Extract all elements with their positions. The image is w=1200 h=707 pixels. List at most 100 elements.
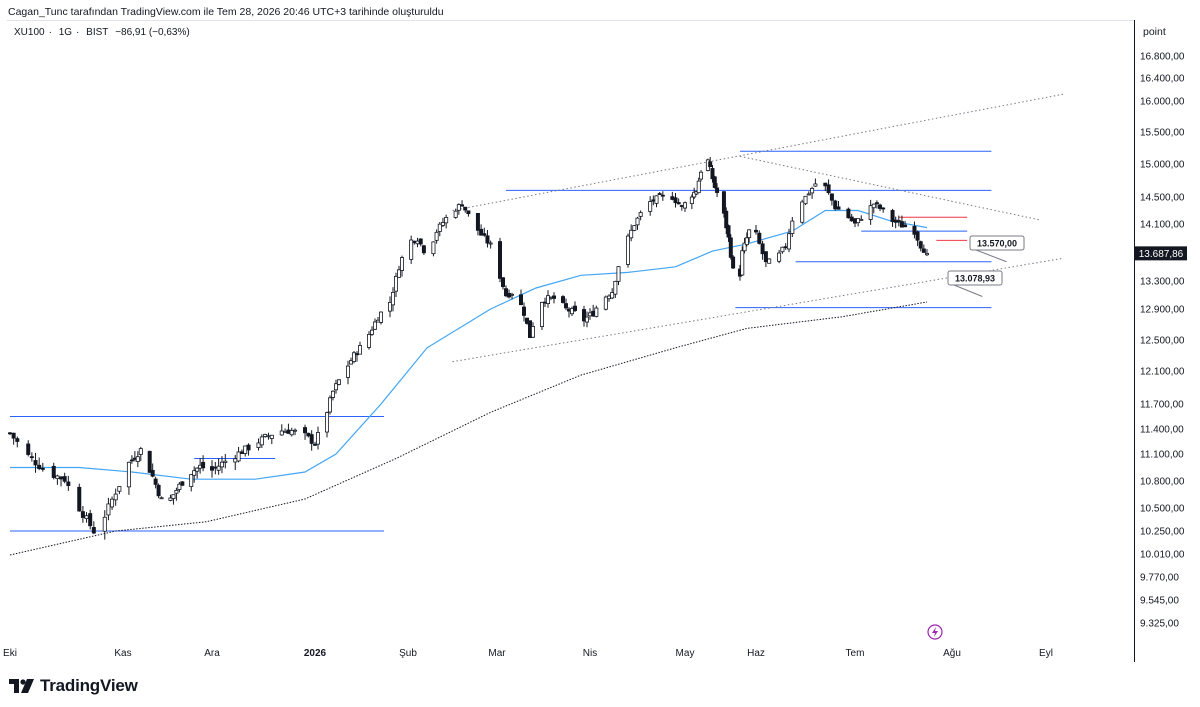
candle (503, 285, 508, 298)
x-tick-label: 2026 (304, 648, 327, 659)
candle (893, 216, 898, 229)
candle (915, 230, 920, 247)
x-tick-label: Mar (488, 648, 506, 659)
candle (896, 215, 901, 227)
candle-body-up (195, 467, 200, 472)
candle (724, 207, 729, 235)
y-tick-label: 11.400,00 (1140, 425, 1184, 436)
candle-body-up (259, 436, 264, 446)
candle-body-down (676, 202, 681, 205)
candle (613, 280, 618, 298)
candle-body-up (126, 461, 131, 488)
candle-body-up (366, 334, 371, 348)
candle (767, 258, 772, 264)
candle-body-down (823, 182, 828, 187)
candle (519, 289, 524, 306)
y-tick-label: 15.500,00 (1140, 128, 1185, 139)
candle (303, 424, 308, 440)
candle-body-down (475, 213, 480, 231)
candle (324, 411, 329, 438)
candle-body-down (482, 233, 487, 236)
tradingview-logo-icon (9, 679, 34, 693)
tradingview-logo[interactable]: TradingView (9, 676, 138, 696)
candle (66, 475, 71, 491)
symbol-legend[interactable]: XU100 · 1G · BIST −86,91 (−0,63%) (14, 27, 190, 38)
candle-body-up (135, 456, 140, 462)
candle-body-up (243, 445, 248, 454)
symbol-change: −86,91 (−0,63%) (115, 27, 190, 38)
candles (7, 157, 929, 540)
candle (747, 229, 752, 243)
candle (692, 187, 697, 200)
candle (760, 240, 765, 260)
candle-body-down (760, 243, 765, 255)
candle-body-up (629, 229, 634, 239)
candle-body-up (293, 429, 298, 432)
last-price-marker: 13.687,86 (1135, 246, 1187, 261)
candle-body-down (466, 210, 471, 215)
y-tick-label: 10.250,00 (1140, 527, 1185, 538)
candle-body-up (800, 201, 805, 223)
candle (616, 266, 621, 286)
y-tick-label: 16.400,00 (1140, 74, 1185, 85)
candle-body-down (552, 295, 557, 299)
candle (522, 302, 527, 322)
candle-body-up (868, 205, 873, 220)
candle-body-down (412, 240, 417, 243)
candle (654, 195, 659, 208)
x-tick-label: Haz (747, 648, 765, 659)
candle (434, 229, 439, 244)
candle (826, 179, 831, 195)
candle-body-up (378, 311, 383, 323)
candle-body-down (59, 476, 64, 480)
candle-body-down (829, 193, 834, 201)
candle-body-up (509, 293, 514, 296)
candle-body-up (409, 239, 414, 260)
price-axis[interactable] (1134, 20, 1200, 662)
candle-body-up (740, 250, 745, 276)
x-tick-label: May (676, 648, 695, 659)
candle-body-up (102, 516, 107, 532)
candle (421, 244, 426, 255)
candle-body-up (540, 301, 545, 327)
candle (283, 428, 288, 434)
chart-pane[interactable] (7, 20, 1134, 663)
candle (573, 301, 578, 313)
y-tick-label: 9.545,00 (1140, 596, 1179, 607)
candle (113, 488, 118, 506)
candle (195, 467, 200, 479)
candle (236, 446, 241, 463)
y-tick-label: 16.800,00 (1140, 52, 1185, 63)
horizontal-levels (10, 150, 992, 532)
candle-body-down (7, 432, 12, 435)
candle (409, 235, 414, 264)
candle-body-up (924, 252, 929, 256)
candle (708, 157, 713, 168)
candle-body-up (777, 252, 782, 262)
candle-body-down (573, 305, 578, 311)
candle-body-down (26, 443, 31, 455)
candle-body-up (780, 246, 785, 253)
candle-body-up (110, 498, 115, 508)
candle (351, 351, 356, 364)
candle (201, 455, 206, 472)
candle (159, 496, 164, 500)
candle-body-down (522, 306, 527, 316)
candle-body-down (15, 438, 20, 442)
candle-body-up (810, 187, 815, 194)
candle-body-up (263, 433, 268, 437)
y-tick-label: 10.500,00 (1140, 504, 1185, 515)
candle-body-up (279, 430, 284, 436)
candle (635, 216, 640, 230)
candle-body-down (679, 205, 684, 207)
candle-body-down (783, 246, 788, 249)
brand-name: TradingView (40, 676, 138, 695)
candle (683, 201, 688, 212)
candle (757, 230, 762, 245)
candle-body-down (37, 464, 42, 469)
y-tick-label: 14.500,00 (1140, 193, 1185, 204)
candle (585, 311, 590, 328)
candle-body-down (763, 251, 768, 263)
candle-body-up (393, 275, 398, 292)
